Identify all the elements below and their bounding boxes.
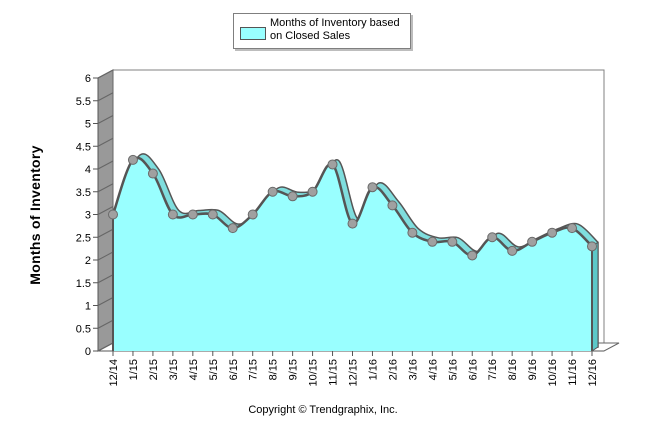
data-point — [327, 159, 338, 170]
x-tick-label: 3/16 — [407, 359, 419, 380]
x-tick-label: 10/15 — [308, 359, 320, 387]
y-tick-label: 0 — [85, 346, 91, 358]
data-point — [108, 209, 118, 220]
data-point — [367, 182, 378, 193]
x-tick-label: 4/16 — [427, 359, 439, 380]
data-point — [247, 209, 258, 220]
x-tick-label: 12/16 — [587, 359, 599, 387]
y-axis-label: Months of Inventory — [27, 145, 43, 285]
x-tick-label: 2/16 — [387, 359, 399, 380]
x-tick-label: 4/15 — [188, 359, 200, 380]
data-point — [127, 154, 138, 165]
data-point — [227, 223, 238, 234]
y-tick-depth — [97, 183, 114, 193]
y-tick-label: 1.5 — [76, 278, 91, 290]
legend-swatch — [240, 27, 266, 40]
y-tick-label: 6 — [85, 73, 91, 85]
y-tick-label: 2.5 — [76, 232, 91, 244]
y-tick-label: 2 — [85, 255, 91, 267]
data-point — [287, 191, 298, 202]
y-tick-depth — [97, 69, 114, 79]
data-point — [507, 245, 518, 256]
y-tick-label: 5 — [85, 119, 91, 131]
data-point — [527, 236, 538, 247]
copyright-text: Copyright © Trendgraphix, Inc. — [248, 404, 398, 416]
data-point — [567, 223, 578, 234]
data-point — [587, 241, 597, 252]
x-axis: 12/14 1/15 2/15 3/15 4/15 5/15 6/15 7/15 8/15 9/1… — [108, 351, 599, 387]
y-tick-label: 3 — [85, 210, 91, 222]
data-point — [147, 168, 158, 179]
series-markers — [108, 154, 597, 261]
y-tick-depth — [97, 115, 114, 124]
x-tick-label: 10/16 — [547, 359, 559, 387]
x-tick-label: 12/15 — [348, 359, 360, 387]
x-tick-label: 9/16 — [527, 359, 539, 380]
x-tick-label: 7/16 — [487, 359, 499, 380]
x-tick-label: 1/16 — [367, 359, 379, 380]
legend: Months of Inventory based on Closed Sale… — [233, 13, 411, 49]
data-point — [487, 232, 498, 243]
y-tick-depth — [97, 92, 114, 102]
data-point — [267, 186, 278, 197]
y-tick-depth — [97, 319, 114, 329]
y-tick-depth — [97, 206, 114, 215]
data-point — [387, 200, 398, 211]
y-tick-label: 4.5 — [76, 141, 91, 153]
y-tick-depth — [97, 251, 114, 261]
y-tick-depth — [97, 137, 114, 147]
data-point — [467, 250, 478, 261]
y-tick-depth — [97, 297, 114, 306]
y-tick-label: 0.5 — [76, 323, 91, 335]
series-area-fill — [113, 157, 592, 351]
data-point — [447, 236, 458, 247]
x-tick-label: 12/14 — [108, 359, 120, 387]
x-tick-label: 9/15 — [288, 359, 300, 380]
data-point — [187, 209, 198, 220]
x-tick-label: 11/15 — [328, 359, 340, 386]
x-tick-label: 2/15 — [148, 359, 160, 380]
x-tick-label: 6/16 — [467, 359, 479, 380]
x-tick-label: 8/15 — [268, 359, 280, 380]
y-tick-label: 3.5 — [76, 187, 91, 199]
y-tick-depth — [97, 160, 114, 170]
x-tick-label: 3/15 — [168, 359, 180, 380]
x-tick-label: 7/15 — [248, 359, 260, 380]
data-point — [207, 209, 218, 220]
data-point — [167, 209, 178, 220]
y-tick-label: 1 — [85, 301, 91, 313]
data-point — [547, 227, 558, 238]
x-tick-label: 6/15 — [228, 359, 240, 380]
x-tick-label: 5/16 — [447, 359, 459, 380]
x-tick-label: 1/15 — [128, 359, 140, 380]
legend-label: Months of Inventory based on Closed Sale… — [270, 17, 400, 42]
y-tick-label: 5.5 — [76, 96, 91, 108]
data-point — [307, 186, 318, 197]
x-tick-label: 5/15 — [208, 359, 220, 380]
y-tick-label: 4 — [85, 164, 91, 176]
y-axis: 0 0.5 1 1.5 2 2.5 3 3.5 4 4.5 5 5.5 6 — [76, 69, 114, 358]
y-tick-depth — [97, 274, 114, 284]
x-tick-label: 8/16 — [507, 359, 519, 380]
y-tick-depth — [97, 228, 114, 238]
data-point — [407, 227, 418, 238]
x-tick-label: 11/16 — [567, 359, 579, 386]
data-point — [347, 218, 358, 229]
y-tick-depth — [97, 342, 114, 352]
data-point — [427, 236, 438, 247]
